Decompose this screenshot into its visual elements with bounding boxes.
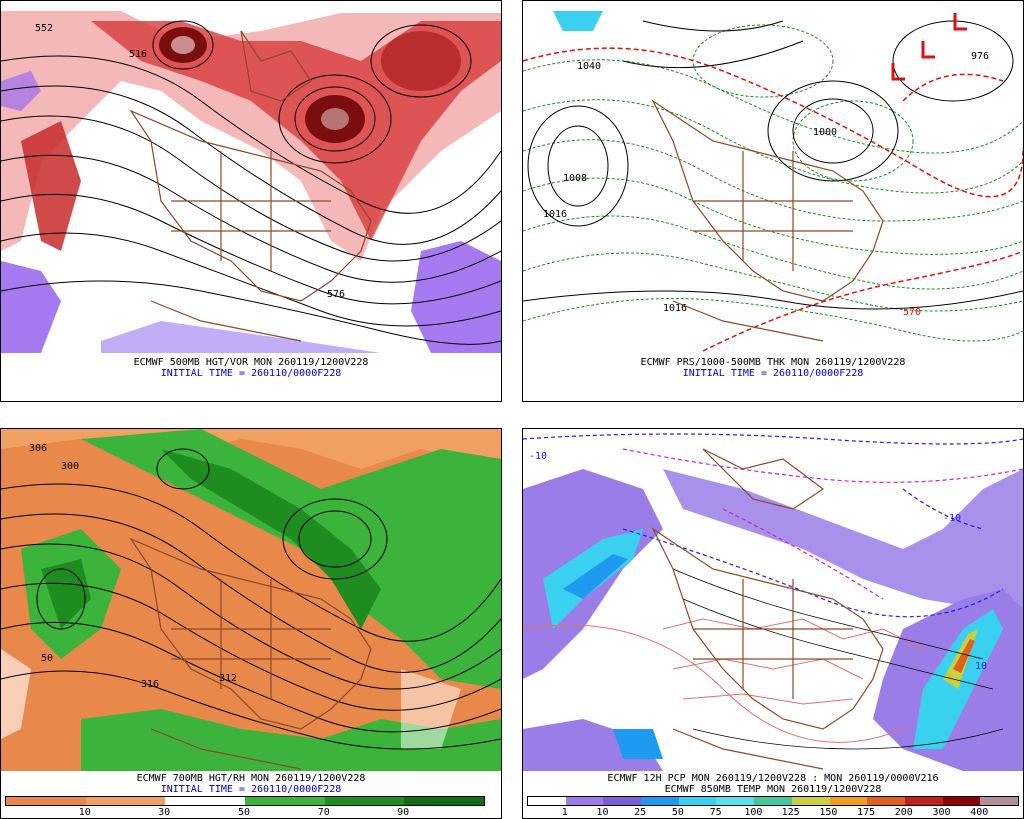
colorbar-swatch — [603, 797, 642, 805]
panel-500mb-hgt-vor: 552 516 576 ECMWF 500MB HGT/VOR MON 2601… — [0, 0, 502, 402]
caption-subtitle: ECMWF 850MB TEMP MON 260119/1200V228 — [664, 784, 882, 795]
contour-label: 576 — [327, 289, 345, 300]
colorbar-swatch — [678, 797, 717, 805]
panel-12h-pcp-850mb-temp: -10 -10 10 ECMWF 12H PCP MON 260119/1200… — [522, 428, 1024, 819]
colorbar-label: 10 — [596, 807, 609, 818]
caption-init-time: INITIAL TIME = 260110/0000F228 — [160, 368, 342, 379]
colorbar-swatch — [716, 797, 755, 805]
colorbar-label: 125 — [781, 807, 800, 818]
colorbar-swatch — [942, 797, 981, 805]
colorbar-label: 10 — [78, 807, 91, 818]
contour-label: 306 — [29, 443, 47, 454]
colorbar-swatch — [324, 797, 405, 805]
contour-label: 976 — [971, 51, 989, 62]
map-pressure-thickness: 1040 1016 1008 1016 1000 976 570 — [523, 1, 1023, 353]
caption-init-time: INITIAL TIME = 260110/0000F228 — [160, 784, 342, 795]
colorbar-swatch — [754, 797, 792, 805]
caption-title: ECMWF 700MB HGT/RH MON 260119/1200V228 — [136, 773, 366, 784]
colorbar-label: 50 — [671, 807, 684, 818]
colorbar-swatch — [528, 797, 566, 805]
map-precip-temperature: -10 -10 10 — [523, 429, 1023, 771]
colorbar-swatch — [85, 797, 166, 805]
colorbar-label: 300 — [932, 807, 951, 818]
map-500mb-vorticity: 552 516 576 — [1, 1, 501, 353]
colorbar-swatch — [867, 797, 905, 805]
contour-label: 1016 — [543, 209, 567, 220]
contour-label: -10 — [529, 451, 547, 462]
colorbar-swatch — [791, 797, 830, 805]
contour-label: 1000 — [813, 127, 837, 138]
colorbar-label: 30 — [158, 807, 171, 818]
colorbar-swatch — [904, 797, 943, 805]
caption-title: ECMWF 500MB HGT/VOR MON 260119/1200V228 — [133, 357, 369, 368]
contour-label: 50 — [41, 653, 53, 664]
rh-colorbar — [5, 796, 485, 806]
colorbar-swatch — [829, 797, 868, 805]
caption-title: ECMWF PRS/1000-500MB THK MON 260119/1200… — [640, 357, 906, 368]
colorbar-label: 150 — [819, 807, 838, 818]
colorbar-swatch — [165, 797, 246, 805]
caption-title: ECMWF 12H PCP MON 260119/1200V228 : MON … — [607, 773, 939, 784]
colorbar-label: 175 — [857, 807, 876, 818]
contour-label: 316 — [141, 679, 159, 690]
contour-label: 1008 — [563, 173, 587, 184]
precip-colorbar-labels: 1 10 25 50 75 100 125 150 175 200 300 40… — [527, 807, 1017, 819]
contour-label: 300 — [61, 461, 79, 472]
colorbar-label: 400 — [970, 807, 989, 818]
panel-700mb-hgt-rh: 306 300 312 316 50 ECMWF 700MB HGT/RH MO… — [0, 428, 502, 819]
contour-label: 570 — [903, 307, 921, 318]
colorbar-label: 50 — [237, 807, 251, 818]
caption-init-time: INITIAL TIME = 260110/0000F228 — [682, 368, 864, 379]
map-700mb-humidity: 306 300 312 316 50 — [1, 429, 501, 771]
colorbar-swatch — [565, 797, 604, 805]
rh-colorbar-labels: 10 30 50 70 90 — [5, 807, 483, 819]
colorbar-swatch — [404, 797, 485, 805]
panel-prs-thickness: 1040 1016 1008 1016 1000 976 570 ECMWF P… — [522, 0, 1024, 402]
colorbar-label: 70 — [317, 807, 330, 818]
colorbar-label: 200 — [894, 807, 913, 818]
colorbar-label: 100 — [744, 807, 763, 818]
contour-label: 552 — [35, 23, 53, 34]
colorbar-label: 25 — [634, 807, 647, 818]
contour-label: 1040 — [577, 61, 601, 72]
colorbar-swatch — [641, 797, 679, 805]
contour-label: 10 — [975, 661, 987, 672]
colorbar-label: 1 — [561, 807, 568, 818]
contour-label: 312 — [219, 673, 237, 684]
contour-label: 1016 — [663, 303, 687, 314]
colorbar-swatch — [980, 797, 1018, 805]
precip-colorbar — [527, 796, 1019, 806]
colorbar-swatch — [6, 797, 86, 805]
colorbar-label: 75 — [709, 807, 722, 818]
colorbar-swatch — [245, 797, 325, 805]
contour-label: -10 — [943, 513, 961, 524]
contour-label: 516 — [129, 49, 147, 60]
colorbar-label: 90 — [397, 807, 410, 818]
